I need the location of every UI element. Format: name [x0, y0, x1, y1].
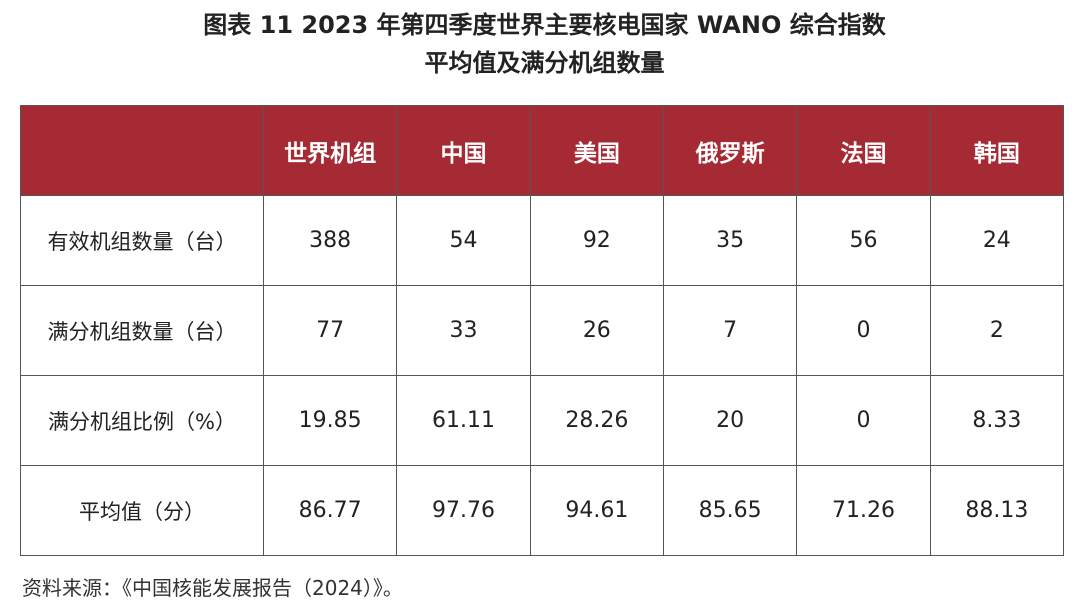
table-row: 满分机组数量（台） 77 33 26 7 0 2 [20, 285, 1065, 376]
header-cell-china: 中国 [396, 105, 531, 196]
table-cell: 61.11 [396, 375, 531, 466]
table-cell: 20 [662, 375, 798, 466]
table-cell: 77 [262, 285, 398, 376]
table-cell: 85.65 [662, 465, 798, 556]
table-cell: 54 [396, 195, 531, 286]
header-cell-korea: 韩国 [929, 105, 1065, 196]
header-cell-world: 世界机组 [262, 105, 398, 196]
header-cell-blank [20, 105, 264, 196]
table-cell: 71.26 [796, 465, 931, 556]
table-row: 有效机组数量（台） 388 54 92 35 56 24 [20, 195, 1065, 286]
row-label: 平均值（分） [20, 465, 264, 556]
table-cell: 97.76 [396, 465, 531, 556]
header-cell-usa: 美国 [529, 105, 664, 196]
table-cell: 388 [262, 195, 398, 286]
table-cell: 19.85 [262, 375, 398, 466]
caption-line-1: 图表 11 2023 年第四季度世界主要核电国家 WANO 综合指数 [203, 11, 886, 39]
data-table: 世界机组 中国 美国 俄罗斯 法国 韩国 有效机组数量（台） 388 54 92… [20, 105, 1065, 556]
table-cell: 35 [662, 195, 798, 286]
row-label: 有效机组数量（台） [20, 195, 264, 286]
table-cell: 56 [796, 195, 931, 286]
table-cell: 7 [662, 285, 798, 376]
table-cell: 8.33 [929, 375, 1065, 466]
header-cell-russia: 俄罗斯 [662, 105, 798, 196]
table-cell: 26 [529, 285, 664, 376]
row-label: 满分机组数量（台） [20, 285, 264, 376]
table-cell: 0 [796, 375, 931, 466]
caption-line-2: 平均值及满分机组数量 [424, 49, 665, 77]
table-row: 满分机组比例（%） 19.85 61.11 28.26 20 0 8.33 [20, 375, 1065, 466]
table-cell: 28.26 [529, 375, 664, 466]
table-cell: 86.77 [262, 465, 398, 556]
table-cell: 88.13 [929, 465, 1065, 556]
table-cell: 24 [929, 195, 1065, 286]
table-row: 平均值（分） 86.77 97.76 94.61 85.65 71.26 88.… [20, 465, 1065, 556]
source-note: 资料来源：《中国核能发展报告（2024）》。 [22, 576, 403, 600]
table-caption: 图表 11 2023 年第四季度世界主要核电国家 WANO 综合指数 平均值及满… [0, 6, 1089, 82]
table-cell: 94.61 [529, 465, 664, 556]
table-cell: 33 [396, 285, 531, 376]
row-label: 满分机组比例（%） [20, 375, 264, 466]
table-cell: 92 [529, 195, 664, 286]
header-cell-france: 法国 [796, 105, 931, 196]
table-cell: 0 [796, 285, 931, 376]
header-row: 世界机组 中国 美国 俄罗斯 法国 韩国 [20, 105, 1065, 196]
table-cell: 2 [929, 285, 1065, 376]
